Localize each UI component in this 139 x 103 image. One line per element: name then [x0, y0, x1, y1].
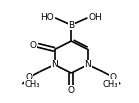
Text: O: O [110, 73, 117, 82]
Text: HO: HO [40, 13, 54, 22]
Text: O: O [68, 86, 75, 95]
Text: O: O [26, 73, 33, 82]
Text: O: O [29, 41, 36, 50]
Text: CH₃: CH₃ [103, 80, 118, 89]
Text: B: B [68, 20, 74, 30]
Text: CH₃: CH₃ [24, 80, 40, 89]
Text: OH: OH [88, 13, 102, 22]
Text: N: N [51, 60, 58, 69]
Text: N: N [85, 60, 91, 69]
